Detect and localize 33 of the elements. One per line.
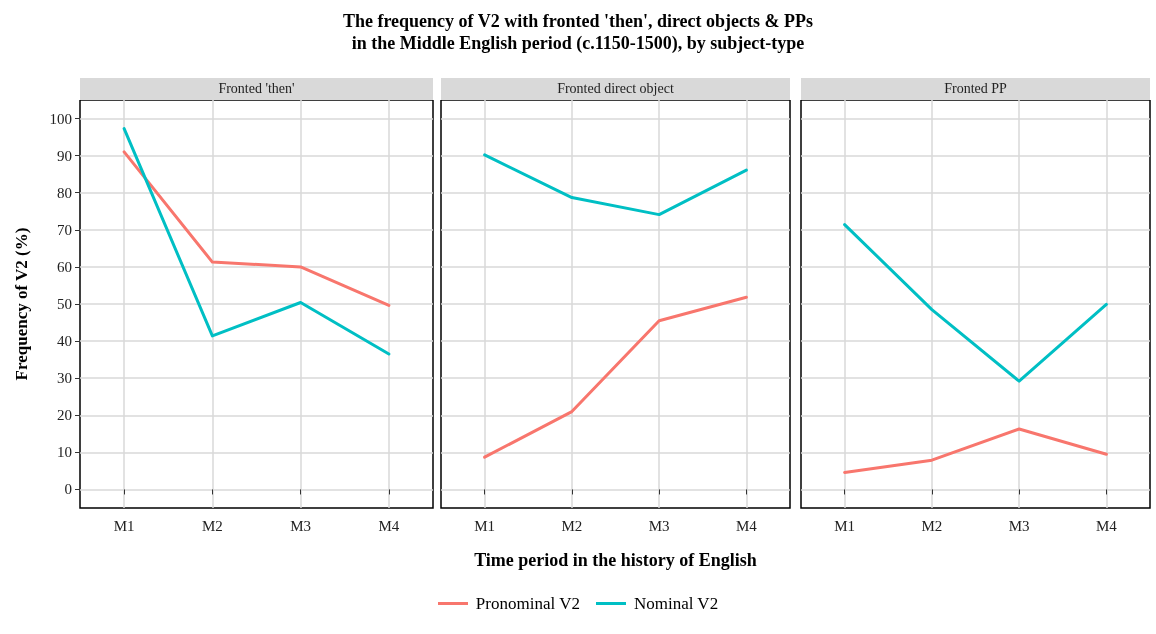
x-tick-label: M2 xyxy=(201,517,223,534)
x-tick-label: M1 xyxy=(834,517,856,534)
legend-label: Nominal V2 xyxy=(633,593,719,614)
x-tick-label: M1 xyxy=(113,517,135,534)
x-tick-label: M3 xyxy=(1008,517,1030,534)
y-tick-label: 20 xyxy=(57,407,72,424)
y-tick-label: 90 xyxy=(57,147,72,164)
y-tick-label: 60 xyxy=(57,258,72,275)
y-tick-label: 30 xyxy=(57,370,72,387)
y-tick-label: 10 xyxy=(57,444,72,461)
y-tick-label: 50 xyxy=(57,296,72,312)
y-tick-label: 100 xyxy=(49,110,72,127)
x-tick-label: M2 xyxy=(921,517,943,534)
line-series xyxy=(122,127,391,356)
x-tick-label: M2 xyxy=(561,517,583,534)
y-axis-title: Frequency of V2 (%) xyxy=(12,227,31,381)
chart-subtitle: Fronted 'then' xyxy=(80,78,433,100)
chart-subtitle: Fronted PP xyxy=(801,78,1150,100)
x-tick-label: M3 xyxy=(648,517,670,534)
y-tick-label: 0 xyxy=(64,481,72,498)
y-tick-label: 70 xyxy=(57,221,72,238)
chart-subtitle: Fronted direct object xyxy=(441,78,790,100)
x-axis-title: Time period in the history of English xyxy=(473,550,758,571)
x-tick-label: M4 xyxy=(735,517,758,534)
text: The frequency of V2 with fronted 'then', direct objects & PPs in the Middle English period (c.1150-1500), by subject-type xyxy=(341,10,815,54)
legend-label: Pronominal V2 xyxy=(475,593,580,614)
y-tick-label: 80 xyxy=(57,184,72,201)
y-tick-label: 40 xyxy=(57,333,72,350)
x-tick-label: M4 xyxy=(1095,517,1118,534)
x-tick-label: M3 xyxy=(290,517,312,534)
line-series xyxy=(122,150,391,307)
x-tick-label: M1 xyxy=(474,517,496,534)
x-tick-label: M4 xyxy=(378,517,400,534)
